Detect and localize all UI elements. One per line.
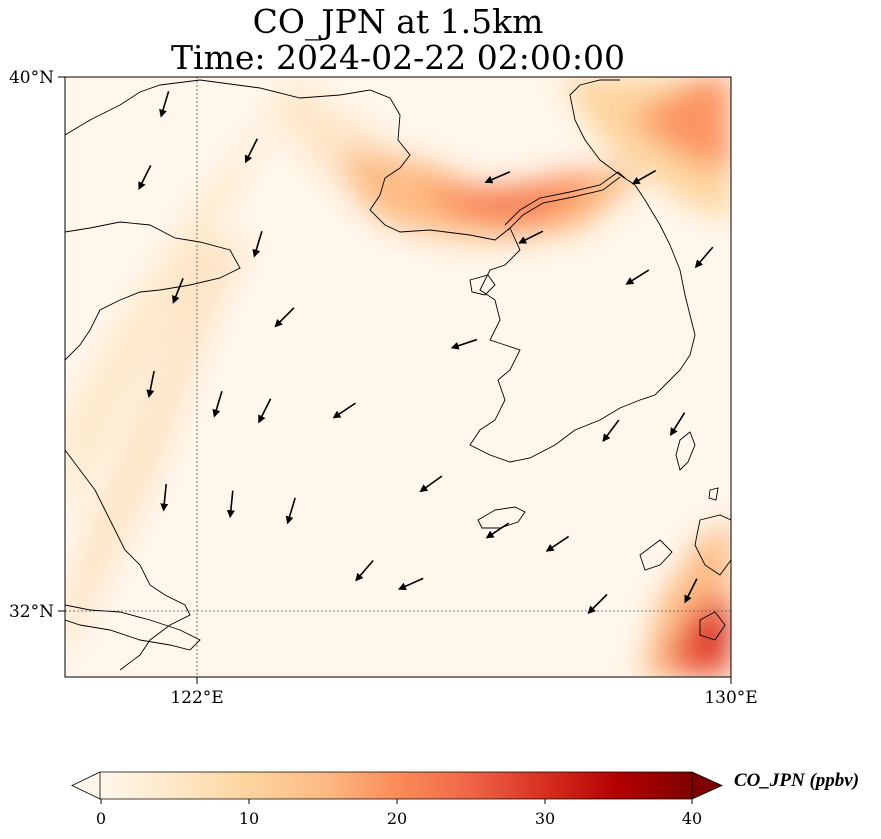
wind-arrow: [397, 577, 424, 591]
wind-arrow: [518, 230, 544, 244]
coastlines: [65, 79, 731, 671]
wind-arrow: [602, 419, 620, 443]
wind-arrow: [258, 398, 272, 424]
lat-label-32n: 32°N: [9, 602, 54, 622]
wind-arrow: [138, 165, 152, 191]
wind-arrow: [684, 578, 698, 604]
colorbar-tick-20: 20: [387, 809, 407, 828]
wind-arrow: [450, 338, 478, 350]
wind-arrow: [694, 246, 714, 269]
wind-arrow: [485, 522, 510, 539]
colorbar-tick-10: 10: [239, 809, 259, 828]
colorbar-tick-40: 40: [682, 809, 702, 828]
wind-arrow: [419, 475, 443, 493]
wind-arrow: [587, 593, 608, 614]
wind-arrow: [274, 307, 295, 328]
wind-arrow: [159, 90, 170, 118]
plume-layer: [65, 77, 731, 677]
wind-arrow: [332, 402, 356, 419]
wind-arrow: [484, 171, 511, 184]
lon-label-122e: 122°E: [170, 688, 223, 708]
colorbar-min-extend: [71, 771, 101, 800]
colorbar-tick-30: 30: [535, 809, 555, 828]
wind-arrow: [252, 230, 263, 258]
wind-arrow: [285, 497, 296, 525]
colorbar-label: CO_JPN (ppbv): [734, 770, 859, 791]
lon-label-130e: 130°E: [704, 688, 757, 708]
wind-arrow: [160, 483, 169, 512]
map-title-line1: CO_JPN at 1.5km: [252, 2, 544, 41]
lat-label-40n: 40°N: [9, 68, 54, 88]
wind-arrow: [172, 277, 184, 304]
map-frame: [64, 76, 732, 678]
colorbar-max-extend: [691, 771, 723, 800]
wind-arrow: [625, 269, 650, 285]
colorbar: 0 10 20 30 40 CO_JPN (ppbv): [71, 770, 859, 828]
wind-arrow: [244, 138, 259, 164]
wind-arrow: [146, 370, 155, 398]
wind-arrow: [355, 559, 374, 582]
wind-arrow: [669, 412, 686, 437]
wind-arrow: [212, 390, 223, 418]
map-title-line2: Time: 2024-02-22 02:00:00: [171, 38, 625, 77]
colorbar-tick-0: 0: [96, 809, 106, 828]
concentration-field: [65, 77, 731, 677]
wind-arrow: [631, 169, 657, 185]
wind-vectors: [138, 90, 714, 614]
wind-arrow: [226, 490, 235, 519]
wind-arrow: [545, 535, 570, 552]
